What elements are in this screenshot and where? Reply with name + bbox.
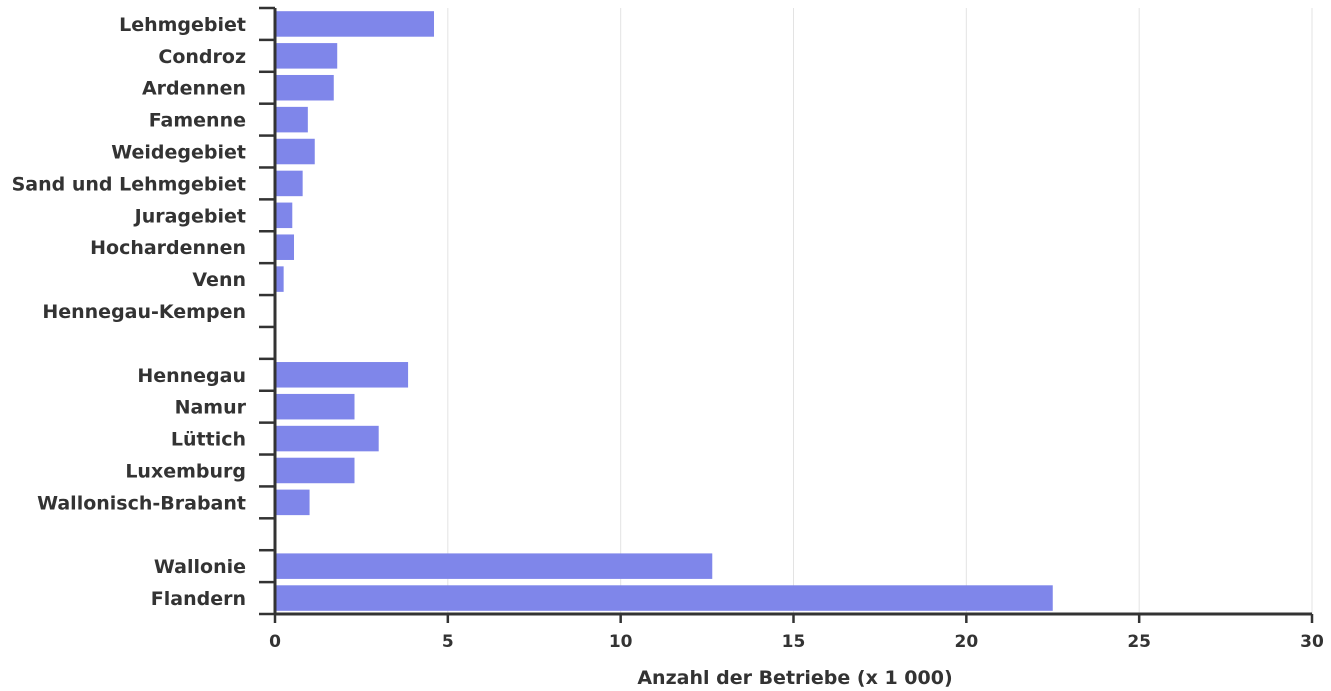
bar [275,11,435,37]
category-label: Lehmgebiet [119,14,246,36]
bar [275,138,315,165]
category-label: Venn [192,269,246,291]
gridlines [447,8,1313,614]
category-label: Hennegau-Kempen [42,301,246,323]
bars [275,11,1053,611]
category-label: Luxemburg [125,460,246,482]
category-label: Wallonisch-Brabant [37,492,246,514]
category-label: Namur [175,397,247,419]
bar [275,74,334,101]
x-tick-label: 20 [954,632,978,652]
bar [275,266,284,292]
x-tick-label: 15 [782,632,806,652]
bar [275,362,409,388]
category-label: Lüttich [171,429,246,451]
category-label: Ardennen [142,78,246,100]
category-label: Hochardennen [90,237,246,259]
bar [275,425,379,452]
bar [275,489,310,516]
x-tick-label: 30 [1300,632,1324,652]
x-tick-label: 5 [442,632,454,652]
category-label: Famenne [149,110,246,132]
category-label: Flandern [151,588,246,610]
category-label: Condroz [158,46,246,68]
category-label: Wallonie [154,556,246,578]
bar [275,106,308,133]
x-tick-label: 0 [269,632,281,652]
bar [275,393,355,420]
bar [275,202,293,229]
bar [275,43,338,69]
bar [275,457,355,484]
x-tick-label: 25 [1127,632,1151,652]
bar [275,170,303,197]
category-label: Sand und Lehmgebiet [12,173,246,195]
x-axis-title: Anzahl der Betriebe (x 1 000) [637,667,952,689]
category-label: Juragebiet [133,205,246,227]
x-tick-label: 10 [609,632,633,652]
bar [275,234,295,260]
category-label: Weidegebiet [111,142,246,164]
x-axis: 0 5 10 15 20 25 30 [269,612,1324,652]
y-axis: Lehmgebiet Condroz Ardennen Famenne Weidegeb… [12,6,277,616]
category-label: Hennegau [137,365,246,387]
bar [275,553,713,579]
bar [275,585,1053,611]
